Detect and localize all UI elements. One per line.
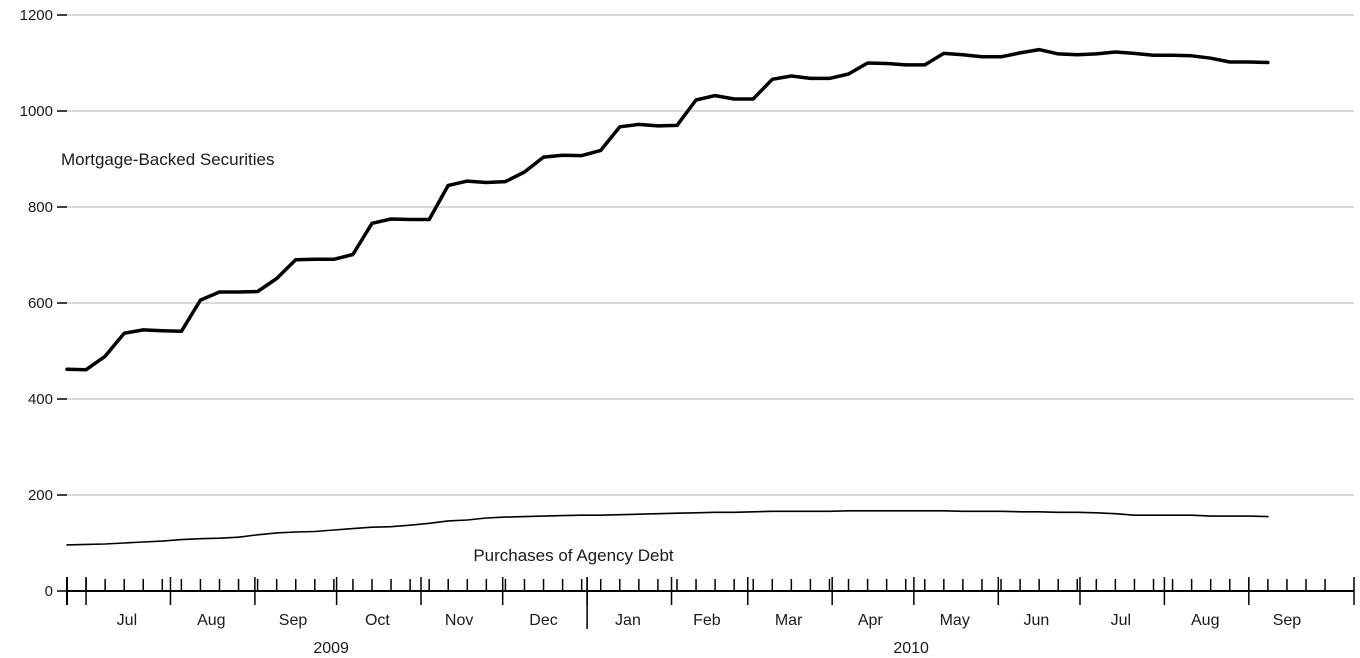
y-tick-label-0: 0 bbox=[45, 583, 53, 600]
y-tick-label-200: 200 bbox=[28, 487, 53, 504]
series-label-agency-debt: Purchases of Agency Debt bbox=[473, 546, 674, 565]
x-month-label: Sep bbox=[1273, 612, 1302, 629]
series-label-mortgage-backed-securities: Mortgage-Backed Securities bbox=[61, 150, 275, 169]
x-month-label: Jun bbox=[1024, 612, 1050, 629]
x-axis-tick-labels: Jul Aug Sep Oct Nov Dec Jan Feb Mar Apr May Jun Jul A… bbox=[117, 612, 1302, 657]
y-axis-tick-labels: 0 200 400 600 800 1000 1200 bbox=[20, 7, 67, 600]
x-month-label: Mar bbox=[775, 612, 803, 629]
x-month-label: Dec bbox=[529, 612, 557, 629]
y-tick-label-400: 400 bbox=[28, 391, 53, 408]
y-tick-label-1000: 1000 bbox=[20, 103, 53, 120]
y-tick-label-1200: 1200 bbox=[20, 7, 53, 24]
series-lines bbox=[65, 47, 1270, 546]
x-month-label: Jul bbox=[1111, 612, 1131, 629]
x-month-label: Jan bbox=[615, 612, 641, 629]
x-month-label: Sep bbox=[279, 612, 308, 629]
series-line-agency-debt bbox=[66, 509, 1269, 546]
x-year-label: 2010 bbox=[893, 640, 929, 657]
x-axis bbox=[66, 577, 1355, 629]
y-tick-label-800: 800 bbox=[28, 199, 53, 216]
series-line-mortgage-backed-securities bbox=[65, 47, 1270, 372]
x-month-label: Oct bbox=[365, 612, 390, 629]
x-month-label: Nov bbox=[445, 612, 473, 629]
x-month-label: Feb bbox=[693, 612, 721, 629]
x-month-label: Apr bbox=[858, 612, 884, 629]
y-tick-label-600: 600 bbox=[28, 295, 53, 312]
grid-lines bbox=[67, 14, 1354, 496]
x-month-label: Jul bbox=[117, 612, 137, 629]
x-month-label: Aug bbox=[197, 612, 225, 629]
x-month-label: Aug bbox=[1191, 612, 1219, 629]
series-labels: Mortgage-Backed Securities Purchases of A… bbox=[61, 150, 674, 565]
x-year-label: 2009 bbox=[313, 640, 349, 657]
x-month-label: May bbox=[940, 612, 970, 629]
